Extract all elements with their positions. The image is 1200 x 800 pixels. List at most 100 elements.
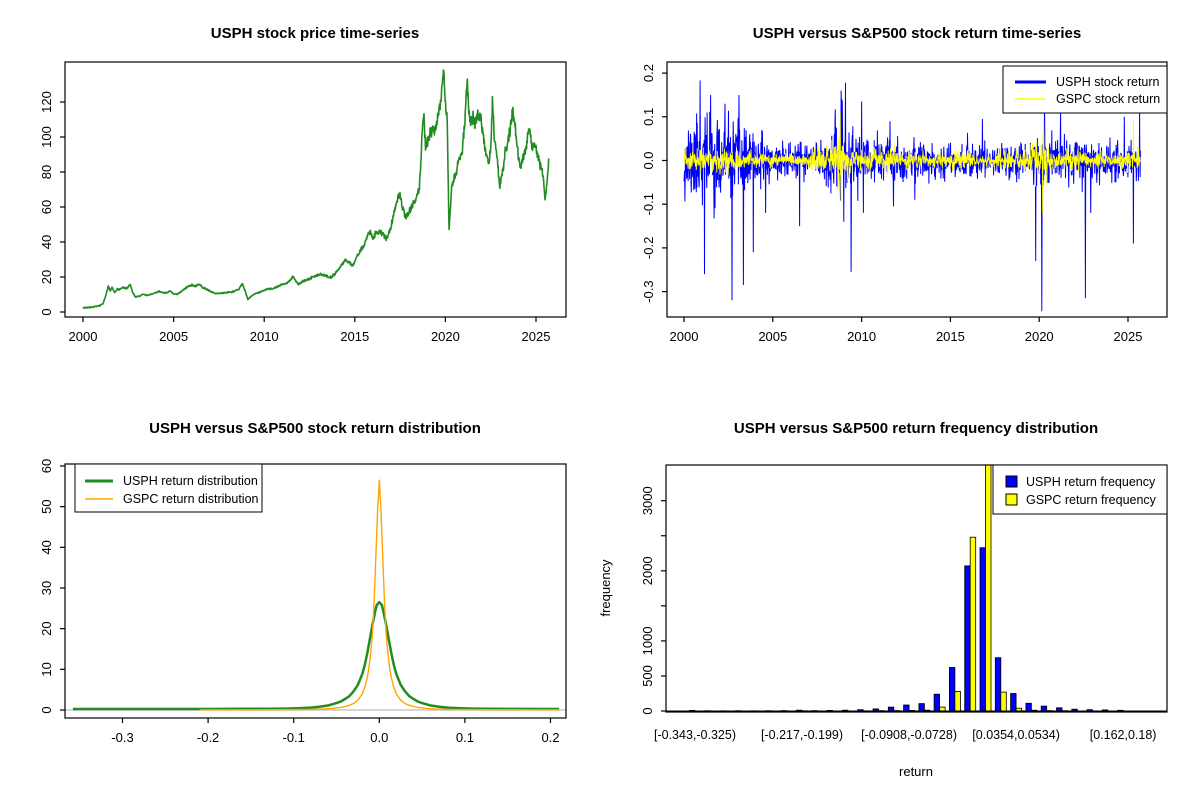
price-plot-frame [64,61,567,318]
density-legend: USPH return distribution GSPC return dis… [74,463,263,513]
returns-axes: 2000 2005 2010 2015 2020 2025 0.2 0.1 0.0 -0.1 -0.… [641,64,1142,344]
histogram-legend-box [992,464,1168,515]
histogram-bin-label: [-0.217,-0.199) [761,728,843,742]
price-y-tick-label: 0 [39,308,54,315]
price-x-tick-label: 2025 [522,329,551,344]
histogram-ylabel: frequency [598,559,613,617]
returns-x-tick-label: 2005 [758,329,787,344]
returns-legend-box [1002,65,1168,114]
histogram-y-tick-label: 500 [640,665,655,687]
price-x-tick-label: 2020 [431,329,460,344]
returns-line-gspc [683,112,1141,213]
histogram-bar-gspc-bin-18 [954,691,961,712]
histogram-bar-usph-bin-14 [887,706,895,712]
legend-label-gspc-density: GSPC return distribution [123,492,259,506]
price-chart-title: USPH stock price time-series [211,25,419,42]
legend-label-usph-return: USPH stock return [1056,75,1160,89]
histogram-axes: 0 500 1000 2000 3000 [-0.343,-0.325) [-0.217,-… [640,486,1156,742]
histogram-bar-usph-bin-22 [1010,693,1017,712]
price-y-tick-label: 40 [39,235,54,249]
returns-line-usph [683,80,1141,312]
price-y-tick-label: 60 [39,200,54,214]
returns-legend: USPH stock return GSPC stock return [1002,65,1168,114]
histogram-bin-label: [0.0354,0.0534) [972,728,1060,742]
density-chart: USPH versus S&P500 stock return distribu… [39,420,567,745]
price-y-tick-label: 20 [39,270,54,284]
density-series-group [65,479,566,711]
histogram-bin-label: [-0.343,-0.325) [654,728,736,742]
density-y-tick-label: 30 [39,581,54,595]
price-y-tick-label: 120 [39,91,54,113]
legend-label-gspc-return: GSPC stock return [1056,92,1160,106]
returns-y-tick-label: 0.2 [641,64,656,82]
histogram-bar-gspc-bin-21 [1000,691,1007,712]
price-axes: 2000 2005 2010 2015 2020 2025 0 20 40 60 80 100 120 [39,91,550,344]
density-x-tick-label: -0.3 [111,730,133,745]
histogram-bar-gspc-bin-17 [939,706,946,712]
price-x-tick-label: 2015 [340,329,369,344]
price-y-tick-label: 100 [39,126,54,148]
histogram-bar-usph-bin-17 [933,693,940,712]
density-x-tick-label: 0.2 [541,730,559,745]
histogram-bar-usph-bin-15 [903,704,910,712]
histogram-bin-label: [0.162,0.18) [1090,728,1157,742]
histogram-bin-label: [-0.0908,-0.0728) [861,728,957,742]
returns-x-tick-label: 2010 [847,329,876,344]
returns-chart-title: USPH versus S&P500 stock return time-ser… [753,25,1081,42]
histogram-chart-title: USPH versus S&P500 return frequency dist… [734,420,1098,437]
density-y-tick-label: 10 [39,662,54,676]
returns-y-tick-label: 0.1 [641,108,656,126]
price-chart: USPH stock price time-series 2000 2005 201… [39,25,567,344]
histogram-bar-usph-bin-18 [949,667,956,712]
returns-series-group [683,80,1141,312]
density-x-tick-label: -0.1 [282,730,304,745]
histogram-y-tick-label: 0 [640,707,655,714]
density-legend-box [74,463,263,513]
histogram-bar-gspc-bin-20 [985,465,992,712]
returns-x-tick-label: 2020 [1025,329,1054,344]
histogram-bar-usph-bin-19 [964,565,971,712]
histogram-y-tick-label: 3000 [640,486,655,515]
returns-x-tick-label: 2025 [1114,329,1143,344]
density-x-tick-label: 0.0 [370,730,388,745]
returns-x-tick-label: 2015 [936,329,965,344]
histogram-y-tick-label: 1000 [640,626,655,655]
histogram-bar-usph-bin-23 [1025,702,1032,712]
returns-chart: USPH versus S&P500 stock return time-ser… [641,25,1168,344]
returns-y-tick-label: 0.0 [641,151,656,169]
histogram-bars-group [666,465,1167,712]
density-chart-title: USPH versus S&P500 stock return distribu… [149,420,481,437]
returns-plot-frame [666,61,1168,318]
histogram-y-tick-label: 2000 [640,556,655,585]
density-x-tick-label: -0.2 [197,730,219,745]
price-x-tick-label: 2005 [159,329,188,344]
legend-swatch-gspc-frequency [1005,493,1018,506]
legend-label-usph-density: USPH return distribution [123,474,258,488]
legend-label-usph-frequency: USPH return frequency [1026,475,1156,489]
density-x-tick-label: 0.1 [456,730,474,745]
legend-swatch-usph-frequency [1005,475,1018,488]
returns-y-tick-label: -0.1 [641,193,656,215]
histogram-xlabel: return [899,764,933,779]
histogram-plot-frame [665,464,1168,713]
price-line-usph [82,69,550,309]
legend-label-gspc-frequency: GSPC return frequency [1026,493,1157,507]
histogram-legend: USPH return frequency GSPC return freque… [992,464,1168,515]
density-plot-frame [64,463,567,719]
histogram-bar-usph-bin-20 [979,547,986,712]
density-y-tick-label: 0 [39,706,54,713]
histogram-bar-usph-bin-21 [994,657,1002,712]
density-y-tick-label: 40 [39,540,54,554]
price-x-tick-label: 2000 [69,329,98,344]
density-y-tick-label: 20 [39,621,54,635]
histogram-bar-gspc-bin-19 [969,536,977,712]
histogram-bar-usph-bin-24 [1040,705,1048,712]
returns-y-tick-label: -0.3 [641,280,656,302]
density-line-usph [72,600,560,711]
price-series-group [82,69,550,309]
density-y-tick-label: 50 [39,499,54,513]
density-axes: -0.3 -0.2 -0.1 0.0 0.1 0.2 0 10 20 30 40 50 60 [39,459,560,745]
histogram-bar-usph-bin-16 [918,703,925,712]
